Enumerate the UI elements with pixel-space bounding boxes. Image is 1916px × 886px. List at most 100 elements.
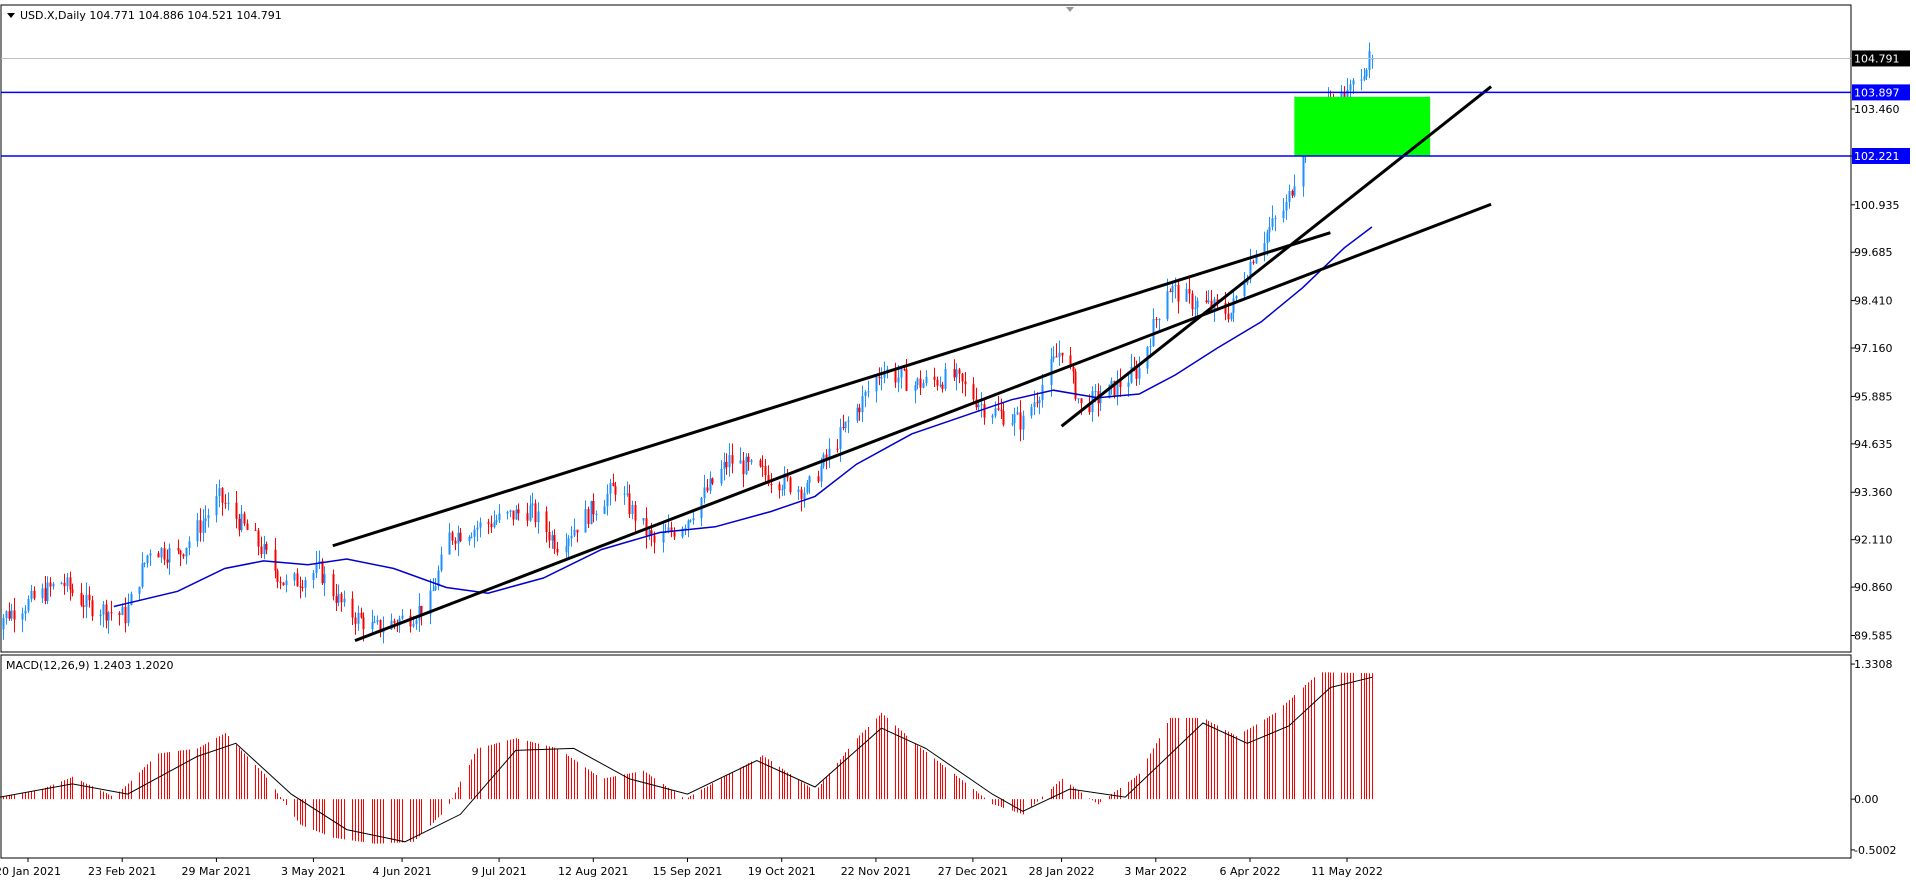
bullish-candle	[1030, 407, 1033, 416]
bearish-candle	[360, 612, 363, 618]
bullish-candle	[1274, 218, 1277, 220]
bullish-candle	[506, 511, 509, 514]
bullish-candle	[138, 586, 141, 594]
bearish-candle	[650, 530, 653, 536]
bearish-candle	[767, 475, 770, 484]
bearish-candle	[454, 540, 457, 544]
bearish-candle	[933, 376, 936, 380]
bearish-candle	[224, 502, 227, 504]
bullish-candle	[1058, 352, 1061, 358]
bearish-candle	[731, 455, 734, 464]
bullish-candle	[27, 599, 30, 611]
bearish-candle	[105, 604, 108, 621]
scroll-marker-icon	[1066, 7, 1074, 12]
bullish-candle	[412, 624, 415, 627]
bearish-candle	[8, 611, 11, 619]
bearish-candle	[451, 532, 454, 541]
bullish-candle	[944, 368, 947, 389]
bullish-candle	[980, 404, 983, 406]
text-layer: USD.X,Daily 104.771 104.886 104.521 104.…	[6, 9, 282, 672]
bearish-candle	[393, 620, 396, 623]
bullish-candle	[939, 384, 942, 386]
date-axis-label: 28 Jan 2022	[1029, 865, 1095, 878]
bearish-candle	[742, 460, 745, 475]
bullish-candle	[509, 510, 512, 512]
bullish-candle	[141, 563, 144, 587]
bullish-candle	[479, 522, 482, 528]
bullish-candle	[357, 612, 360, 624]
bullish-candle	[66, 577, 69, 587]
bullish-candle	[642, 518, 645, 521]
bullish-candle	[343, 598, 346, 603]
date-axis-label: 27 Dec 2021	[938, 865, 1008, 878]
bearish-candle	[124, 606, 127, 624]
channel-line	[1060, 85, 1493, 428]
bullish-candle	[293, 573, 296, 581]
bullish-candle	[797, 489, 800, 493]
bearish-candle	[587, 509, 590, 525]
bullish-candle	[1174, 285, 1177, 287]
bearish-candle	[1000, 409, 1003, 412]
bullish-candle	[1365, 69, 1368, 77]
bearish-candle	[282, 582, 285, 585]
bearish-candle	[670, 527, 673, 533]
bullish-candle	[820, 466, 823, 482]
bearish-candle	[858, 407, 861, 413]
bearish-candle	[33, 590, 36, 599]
bearish-candle	[254, 529, 257, 531]
bearish-candle	[789, 477, 792, 493]
channel-line	[354, 202, 1492, 643]
date-axis-label: 22 Nov 2021	[841, 865, 911, 878]
bullish-candle	[880, 377, 883, 379]
channel-line	[332, 231, 1331, 548]
bullish-candle	[1243, 283, 1246, 297]
bullish-candle	[1352, 80, 1355, 85]
bearish-candle	[82, 605, 85, 607]
bullish-candle	[1368, 51, 1371, 70]
bullish-candle	[401, 615, 404, 619]
bullish-candle	[900, 369, 903, 378]
bullish-candle	[867, 391, 870, 393]
bullish-candle	[2, 617, 5, 630]
bearish-candle	[706, 487, 709, 491]
bullish-candle	[551, 535, 554, 541]
bullish-candle	[1013, 414, 1016, 424]
bearish-candle	[340, 593, 343, 603]
macd-axis-label: -0.5002	[1854, 844, 1896, 857]
bearish-candle	[1088, 403, 1091, 413]
bullish-candle	[1166, 291, 1169, 320]
bearish-candle	[420, 605, 423, 615]
bearish-candle	[110, 612, 113, 614]
bearish-candle	[764, 466, 767, 476]
bullish-candle	[227, 502, 230, 504]
price-axis-label: 90.860	[1854, 581, 1893, 594]
bearish-candle	[409, 615, 412, 627]
date-axis-label: 11 May 2022	[1311, 865, 1383, 878]
bullish-candle	[434, 586, 437, 591]
bearish-candle	[301, 587, 304, 589]
bullish-candle	[1110, 380, 1113, 385]
bullish-candle	[1116, 380, 1119, 397]
bearish-candle	[182, 554, 185, 557]
bearish-candle	[221, 488, 224, 503]
bearish-candle	[919, 378, 922, 388]
bullish-candle	[215, 496, 218, 516]
bullish-candle	[606, 493, 609, 507]
bearish-candle	[553, 535, 556, 549]
bearish-candle	[177, 547, 180, 551]
macd-panel-frame	[0, 654, 1852, 859]
bullish-candle	[709, 478, 712, 491]
bearish-candle	[576, 529, 579, 533]
bullish-candle	[922, 383, 925, 388]
bullish-candle	[1130, 366, 1133, 383]
bullish-candle	[437, 570, 440, 587]
bearish-candle	[246, 523, 249, 530]
bullish-candle	[149, 553, 152, 556]
bullish-candle	[897, 377, 900, 383]
bearish-candle	[1002, 411, 1005, 425]
bullish-candle	[623, 493, 626, 495]
bullish-candle	[312, 573, 315, 580]
bullish-candle	[584, 509, 587, 533]
bullish-candle	[883, 372, 886, 378]
